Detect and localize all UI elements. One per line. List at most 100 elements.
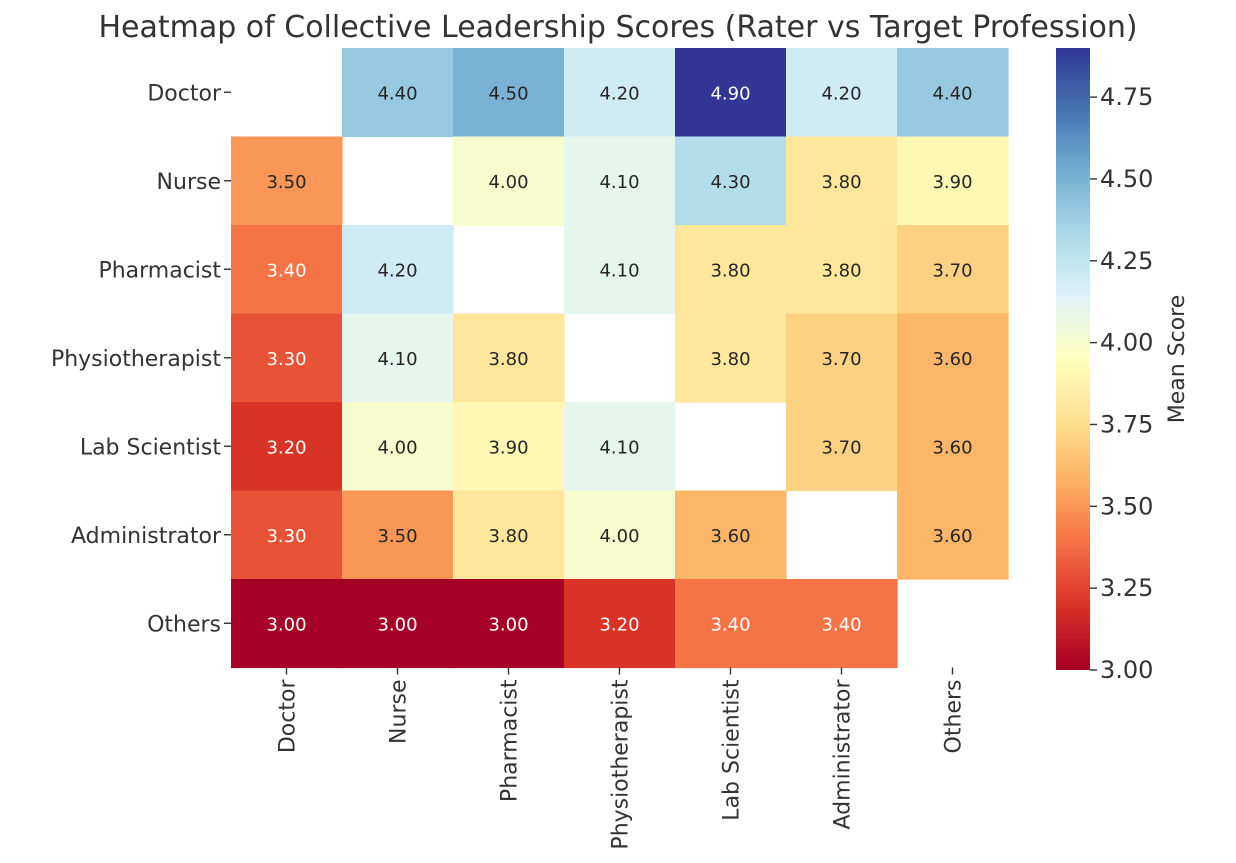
cell-value-label: 3.60 — [932, 349, 972, 370]
colorbar-label: Mean Score — [1165, 295, 1190, 424]
colorbar-tick-label: 4.50 — [1100, 165, 1153, 193]
heatmap-cell — [675, 313, 787, 403]
heatmap-cell — [786, 136, 898, 226]
column-tick-label: Lab Scientist — [720, 679, 745, 821]
cell-value-label: 4.20 — [821, 83, 861, 104]
cell-value-label: 3.90 — [932, 172, 972, 193]
heatmap-cell — [453, 402, 565, 492]
cell-value-label: 3.00 — [377, 614, 417, 635]
column-tick-label: Others — [942, 680, 967, 754]
heatmap-cell — [564, 225, 676, 315]
heatmap-cell — [786, 402, 898, 492]
cell-value-label: 4.30 — [710, 172, 750, 193]
heatmap-cell — [675, 579, 787, 669]
heatmap-cell — [342, 225, 454, 315]
cell-value-label: 4.50 — [488, 83, 528, 104]
heatmap-cell — [453, 136, 565, 226]
cell-value-label: 3.40 — [710, 614, 750, 635]
heatmap-cell — [342, 490, 454, 580]
colorbar-ticks: 3.00 3.25 3.50 3.75 4.00 4.25 4.50 4.75 — [1090, 83, 1153, 684]
column-tick-label: Administrator — [831, 679, 856, 830]
colorbar-tick-label: 4.00 — [1100, 329, 1153, 357]
heatmap-cell — [564, 402, 676, 492]
cell-value-label: 4.10 — [377, 349, 417, 370]
cell-value-label: 3.60 — [710, 526, 750, 547]
cell-value-label: 3.60 — [932, 437, 972, 458]
cell-value-label: 4.00 — [599, 526, 639, 547]
colorbar-tick-label: 4.25 — [1100, 247, 1153, 275]
heatmap-cell — [564, 48, 676, 138]
cell-value-label: 4.20 — [377, 260, 417, 281]
heatmap-cell — [453, 313, 565, 403]
cell-value-label: 3.60 — [932, 526, 972, 547]
row-tick-labels: Doctor Nurse Pharmacist Physiotherapist Lab … — [51, 81, 231, 637]
cell-value-label: 3.40 — [266, 260, 306, 281]
cell-value-label: 3.50 — [377, 526, 417, 547]
cell-value-label: 4.10 — [599, 172, 639, 193]
heatmap-cell — [897, 402, 1009, 492]
heatmap-cell — [231, 402, 343, 492]
row-tick-label: Physiotherapist — [51, 347, 221, 372]
heatmap-cell — [231, 225, 343, 315]
heatmap-cell — [453, 490, 565, 580]
heatmap-cell — [897, 48, 1009, 138]
heatmap-cells: 4.40 4.50 4.20 4.90 4.20 4.40 3.50 4.00 4.10 4.30… — [231, 48, 1009, 669]
heatmap-cell — [231, 313, 343, 403]
row-tick-label: Doctor — [147, 81, 222, 106]
cell-value-label: 4.40 — [377, 83, 417, 104]
heatmap-cell — [453, 48, 565, 138]
cell-value-label: 3.70 — [821, 349, 861, 370]
row-tick-label: Others — [147, 612, 221, 637]
row-tick-label: Nurse — [157, 170, 221, 195]
heatmap-cell — [231, 579, 343, 669]
heatmap-cell — [675, 225, 787, 315]
cell-value-label: 3.20 — [599, 614, 639, 635]
heatmap-cell — [675, 136, 787, 226]
cell-value-label: 3.80 — [710, 260, 750, 281]
heatmap-cell — [564, 490, 676, 580]
column-tick-label: Nurse — [387, 680, 412, 744]
heatmap-cell — [897, 313, 1009, 403]
cell-value-label: 3.70 — [821, 437, 861, 458]
heatmap-cell — [564, 136, 676, 226]
row-tick-label: Lab Scientist — [80, 435, 222, 460]
cell-value-label: 4.00 — [377, 437, 417, 458]
heatmap-cell — [675, 490, 787, 580]
heatmap-cell — [231, 136, 343, 226]
cell-value-label: 3.80 — [488, 526, 528, 547]
cell-value-label: 4.10 — [599, 437, 639, 458]
colorbar — [1056, 48, 1090, 670]
column-tick-labels: Doctor Nurse Pharmacist Physiotherapist Lab … — [276, 667, 967, 850]
colorbar-tick-label: 3.75 — [1100, 410, 1153, 438]
heatmap-cell — [342, 313, 454, 403]
column-tick-label: Physiotherapist — [609, 679, 634, 849]
cell-value-label: 3.80 — [821, 172, 861, 193]
cell-value-label: 3.30 — [266, 349, 306, 370]
cell-value-label: 3.90 — [488, 437, 528, 458]
cell-value-label: 4.90 — [710, 83, 750, 104]
colorbar-tick-label: 3.00 — [1100, 656, 1153, 684]
cell-value-label: 4.40 — [932, 83, 972, 104]
cell-value-label: 3.40 — [821, 614, 861, 635]
heatmap-cell — [786, 579, 898, 669]
cell-value-label: 4.00 — [488, 172, 528, 193]
heatmap-cell — [564, 579, 676, 669]
column-tick-label: Pharmacist — [498, 679, 523, 802]
heatmap-cell — [342, 579, 454, 669]
cell-value-label: 3.00 — [488, 614, 528, 635]
cell-value-label: 3.50 — [266, 172, 306, 193]
column-tick-label: Doctor — [276, 679, 301, 754]
heatmap-cell — [231, 490, 343, 580]
cell-value-label: 4.20 — [599, 83, 639, 104]
cell-value-label: 3.30 — [266, 526, 306, 547]
cell-value-label: 3.80 — [821, 260, 861, 281]
heatmap-cell — [786, 225, 898, 315]
heatmap-cell — [786, 313, 898, 403]
heatmap-cell — [342, 402, 454, 492]
cell-value-label: 3.70 — [932, 260, 972, 281]
colorbar-tick-label: 4.75 — [1100, 83, 1153, 111]
cell-value-label: 3.80 — [710, 349, 750, 370]
heatmap-cell — [675, 48, 787, 138]
cell-value-label: 3.00 — [266, 614, 306, 635]
